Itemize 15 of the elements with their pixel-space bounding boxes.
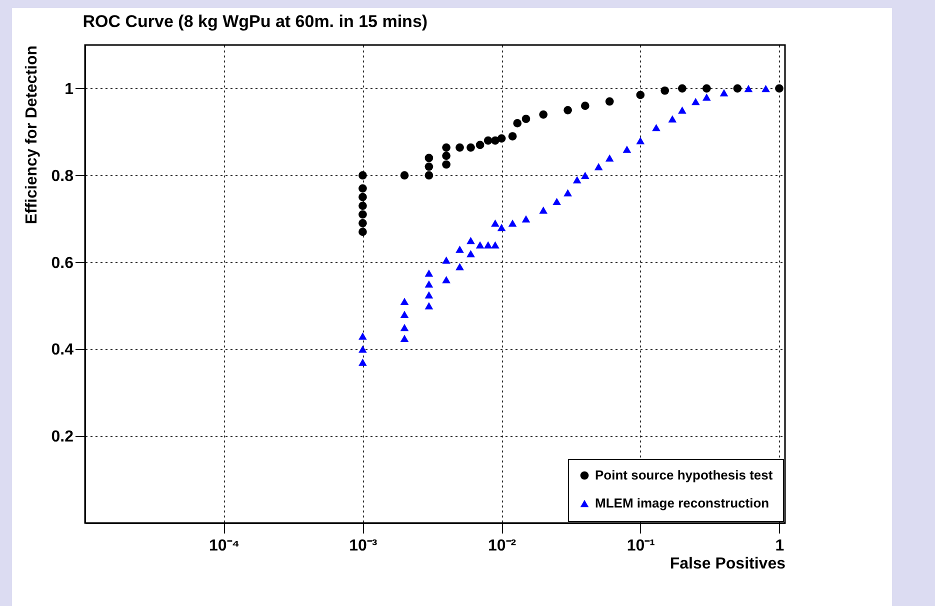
y-tick-label: 0.8 — [51, 168, 74, 185]
x-tick-label: 1 — [775, 538, 784, 554]
y-tick-label: 0.6 — [51, 254, 74, 272]
legend-label: MLEM image reconstruction — [595, 496, 770, 510]
x-tick-label: 10⁻³ — [349, 538, 378, 554]
y-tick-label: 0.4 — [51, 342, 74, 359]
y-axis-title: Efficiency for Detection — [23, 46, 40, 224]
y-tick-label: 0.2 — [51, 428, 74, 446]
x-tick-label: 10⁻⁴ — [208, 538, 240, 554]
chart-title: ROC Curve (8 kg WgPu at 60m. in 15 mins) — [82, 12, 428, 31]
legend-label: Point source hypothesis test — [595, 468, 774, 482]
x-axis-title: False Positives — [670, 556, 786, 572]
x-tick-label: 10⁻¹ — [626, 538, 655, 554]
y-tick-label: 1 — [64, 80, 74, 98]
x-tick-label: 10⁻² — [488, 538, 516, 554]
